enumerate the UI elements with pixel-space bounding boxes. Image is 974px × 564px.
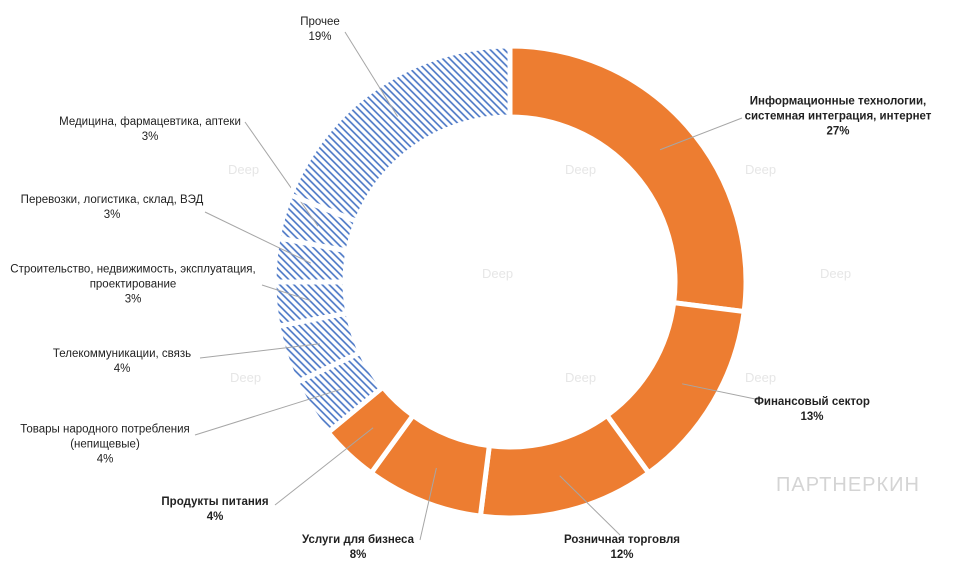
slice-label: Строительство, недвижимость, эксплуатаци…: [3, 263, 263, 308]
watermark: Deep: [482, 266, 514, 281]
slice-name: Медицина, фармацевтика, аптеки: [59, 116, 241, 128]
slice-value: 8%: [349, 549, 367, 561]
slice-name: Розничная торговля: [563, 534, 681, 546]
slice-label: Телекоммуникации, связь 4%: [22, 347, 222, 377]
slice-name: Телекоммуникации, связь: [52, 348, 192, 360]
slice-label: Услуги для бизнеса 8%: [288, 533, 428, 563]
slice-value: 4%: [96, 453, 114, 466]
slice-label: Розничная торговля 12%: [552, 533, 692, 563]
watermark: Deep: [230, 370, 262, 385]
slice-label: Перевозки, логистика, склад, ВЭД 3%: [7, 193, 217, 223]
donut-slice: [507, 43, 749, 315]
leader-line: [244, 121, 319, 227]
watermark: Deep: [228, 162, 260, 177]
slice-label: Товары народного потребления (непищевые)…: [5, 423, 205, 468]
leader-line: [194, 388, 342, 436]
watermark: Deep: [820, 266, 852, 281]
slice-name: Строительство, недвижимость, эксплуатаци…: [10, 263, 256, 291]
slice-name: Продукты питания: [161, 496, 269, 508]
slice-name: Прочее: [300, 16, 340, 28]
leader-line: [261, 284, 312, 302]
slice-value: 4%: [113, 363, 131, 375]
watermark: Deep: [565, 370, 597, 385]
slice-value: 3%: [141, 131, 159, 143]
slice-name: Услуги для бизнеса: [302, 534, 414, 546]
slice-value: 4%: [206, 511, 224, 523]
leader-line: [204, 211, 312, 264]
slice-value: 12%: [610, 549, 634, 561]
watermark: Deep: [565, 162, 597, 177]
slice-label: Информационные технологии, системная инт…: [733, 95, 943, 140]
slice-name: Товары народного потребления (непищевые): [20, 423, 190, 451]
slice-value: 13%: [800, 411, 824, 423]
watermark: Deep: [745, 162, 777, 177]
slice-label: Прочее 19%: [260, 15, 380, 45]
slice-value: 19%: [308, 31, 332, 43]
leader-line: [419, 467, 437, 541]
leader-line: [559, 475, 621, 536]
slice-name: Информационные технологии, системная инт…: [744, 95, 932, 123]
leader-line: [199, 343, 320, 359]
slice-value: 3%: [124, 293, 142, 306]
slice-label: Продукты питания 4%: [145, 495, 285, 525]
watermark-logo: ПАРТНЕРКИН: [776, 474, 920, 496]
slice-label: Медицина, фармацевтика, аптеки 3%: [45, 115, 255, 145]
leader-line: [274, 427, 374, 506]
leader-line: [659, 117, 743, 151]
watermark: Deep: [745, 370, 777, 385]
slice-name: Финансовый сектор: [754, 396, 870, 408]
slice-value: 27%: [826, 125, 850, 138]
donut-slice: [287, 43, 513, 225]
leader-line: [682, 383, 761, 401]
slice-label: Финансовый сектор 13%: [742, 395, 882, 425]
slice-name: Перевозки, логистика, склад, ВЭД: [20, 194, 204, 206]
leader-line: [344, 31, 399, 117]
slice-value: 3%: [103, 209, 121, 221]
